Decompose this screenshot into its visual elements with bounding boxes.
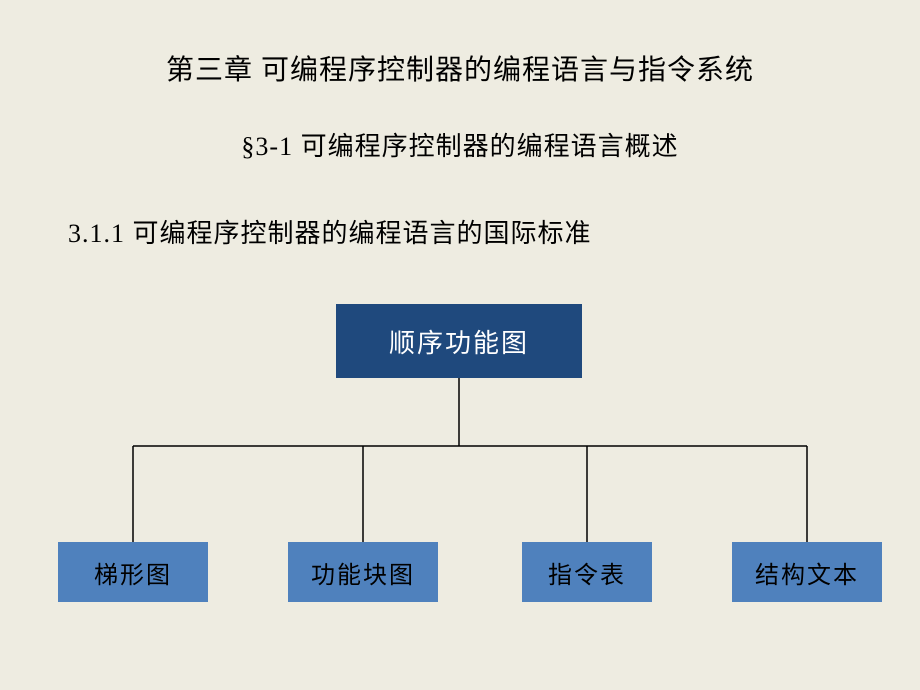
chapter-title: 第三章 可编程序控制器的编程语言与指令系统 [0, 0, 920, 88]
node-child-3: 指令表 [522, 542, 652, 602]
node-child-4: 结构文本 [732, 542, 882, 602]
node-child-1: 梯形图 [58, 542, 208, 602]
node-child-2: 功能块图 [288, 542, 438, 602]
section-title: §3-1 可编程序控制器的编程语言概述 [0, 88, 920, 163]
tree-diagram: 顺序功能图 梯形图 功能块图 指令表 结构文本 [0, 290, 920, 690]
node-root: 顺序功能图 [336, 304, 582, 378]
subsection-title: 3.1.1 可编程序控制器的编程语言的国际标准 [0, 163, 920, 250]
